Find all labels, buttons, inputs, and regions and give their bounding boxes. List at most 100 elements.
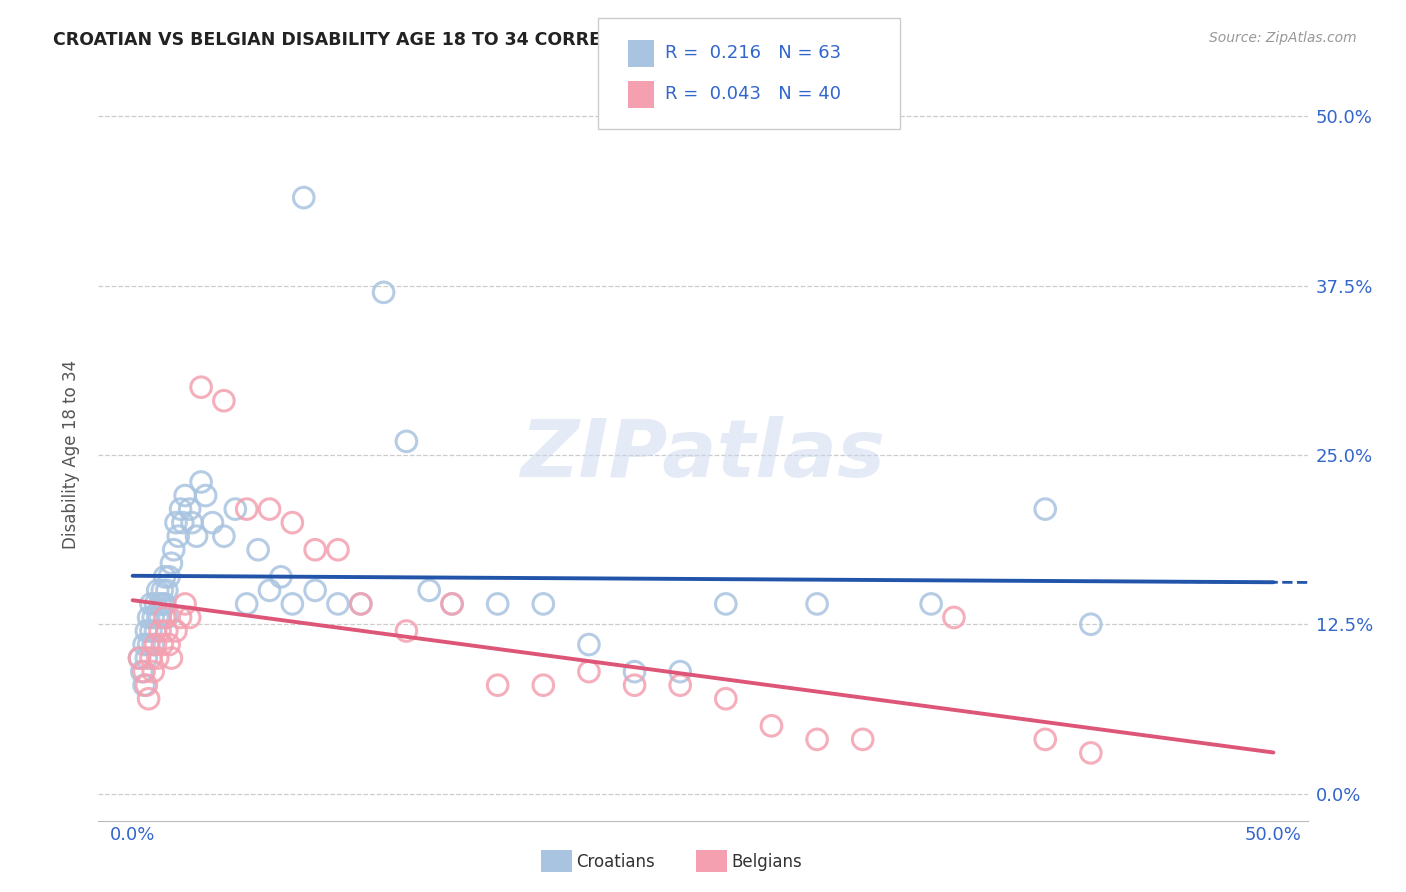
Point (531, 678, 554, 692)
Point (157, 638, 180, 652)
Point (149, 597, 172, 611)
Point (139, 597, 162, 611)
Point (135, 651, 157, 665)
Point (418, 583, 440, 598)
Point (142, 610, 165, 624)
Point (142, 665, 165, 679)
Point (157, 570, 180, 584)
Point (281, 597, 304, 611)
Point (138, 638, 160, 652)
Point (149, 610, 172, 624)
Point (128, 651, 150, 665)
Point (181, 516, 204, 530)
Point (578, 638, 600, 652)
Point (190, 380, 212, 394)
Point (131, 665, 153, 679)
Point (174, 489, 197, 503)
Point (172, 516, 194, 530)
Point (326, 542, 349, 557)
Point (1033, 502, 1056, 516)
Point (179, 502, 201, 516)
Point (179, 610, 201, 624)
Point (1080, 617, 1102, 632)
Point (714, 597, 737, 611)
Point (212, 393, 235, 408)
Point (304, 542, 326, 557)
Point (395, 434, 418, 449)
Point (156, 624, 179, 638)
Point (326, 597, 349, 611)
Point (852, 732, 875, 747)
Point (150, 638, 173, 652)
Point (167, 529, 190, 543)
Point (281, 516, 304, 530)
Point (139, 624, 162, 638)
Point (350, 597, 373, 611)
Point (486, 597, 509, 611)
Point (135, 678, 157, 692)
Text: ZIPatlas: ZIPatlas (520, 416, 886, 494)
Point (714, 691, 737, 706)
Point (194, 489, 217, 503)
Point (145, 624, 167, 638)
Point (1080, 746, 1102, 760)
Point (1033, 732, 1056, 747)
Point (132, 678, 155, 692)
Point (149, 624, 172, 638)
Point (259, 583, 281, 598)
Point (135, 624, 157, 638)
Point (578, 665, 600, 679)
Point (235, 597, 257, 611)
Point (304, 583, 326, 598)
Y-axis label: Disability Age 18 to 34: Disability Age 18 to 34 (62, 360, 80, 549)
Point (186, 529, 208, 543)
Point (920, 597, 942, 611)
Point (623, 678, 645, 692)
Point (224, 502, 246, 516)
Point (145, 597, 167, 611)
Point (169, 610, 191, 624)
Point (132, 638, 155, 652)
Point (270, 570, 292, 584)
Point (201, 516, 224, 530)
Point (373, 285, 395, 300)
Point (160, 651, 183, 665)
Point (150, 597, 173, 611)
Point (165, 516, 187, 530)
Text: Belgians: Belgians (731, 853, 801, 871)
Point (165, 624, 187, 638)
Point (292, 190, 315, 204)
Point (160, 556, 183, 570)
Point (531, 597, 554, 611)
Point (441, 597, 464, 611)
Point (142, 638, 165, 652)
Point (150, 583, 173, 598)
Point (153, 570, 176, 584)
Point (806, 732, 828, 747)
Point (146, 583, 169, 598)
Point (174, 597, 197, 611)
Text: R =  0.216   N = 63: R = 0.216 N = 63 (665, 44, 841, 62)
Point (669, 678, 692, 692)
Point (146, 651, 169, 665)
Point (761, 719, 783, 733)
Point (669, 665, 692, 679)
Point (139, 651, 162, 665)
Point (806, 597, 828, 611)
Point (128, 651, 150, 665)
Point (146, 610, 169, 624)
Point (395, 624, 418, 638)
Point (156, 610, 179, 624)
Point (156, 583, 179, 598)
Point (153, 597, 176, 611)
Point (623, 665, 645, 679)
Point (247, 542, 270, 557)
Point (235, 502, 257, 516)
Text: CROATIAN VS BELGIAN DISABILITY AGE 18 TO 34 CORRELATION CHART: CROATIAN VS BELGIAN DISABILITY AGE 18 TO… (53, 31, 744, 49)
Point (486, 678, 509, 692)
Point (138, 691, 160, 706)
Text: Croatians: Croatians (576, 853, 655, 871)
Point (942, 610, 965, 624)
Point (145, 638, 167, 652)
Point (212, 529, 235, 543)
